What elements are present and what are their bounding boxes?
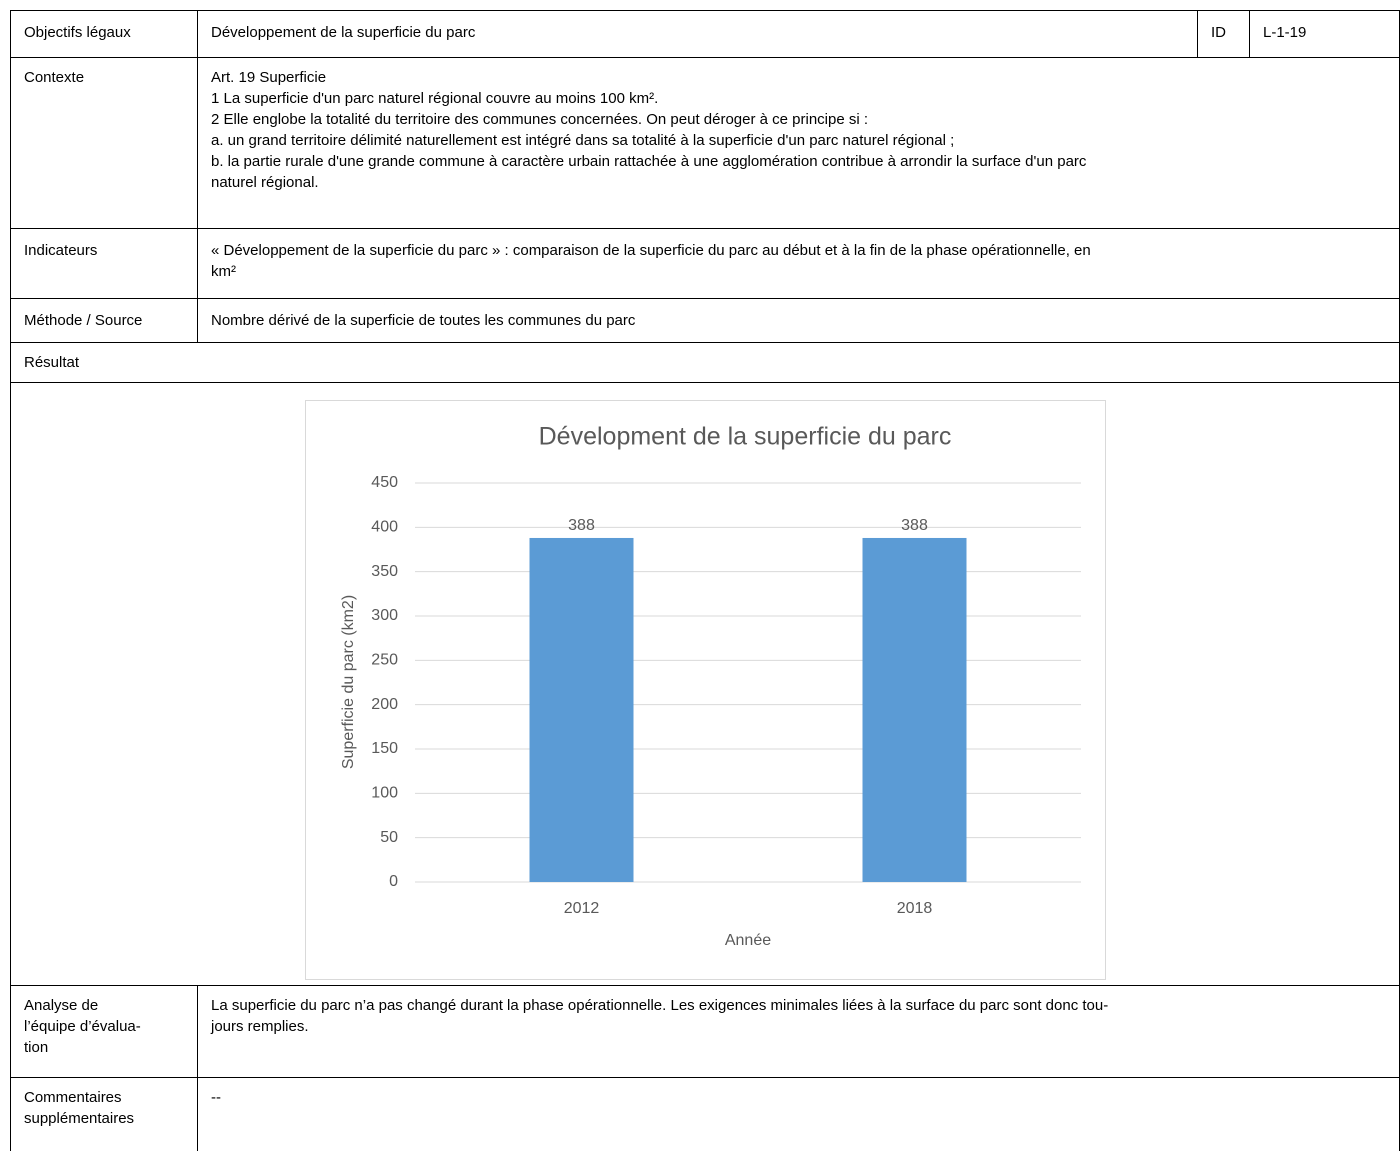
y-axis-label: Superficie du parc (km2) (340, 595, 357, 769)
text-line: -- (211, 1089, 221, 1106)
y-tick-label: 250 (371, 652, 398, 669)
text-line: naturel régional. (211, 174, 319, 191)
y-tick-label: 50 (380, 829, 398, 846)
cell: Analyse de l’équipe d’évalua-tion (10, 985, 198, 1078)
y-tick-label: 300 (371, 607, 398, 624)
cell: Commentaires supplémentaires (10, 1077, 198, 1151)
cell: La superficie du parc n’a pas changé dur… (197, 985, 1400, 1078)
x-tick-label: 2018 (897, 900, 933, 917)
bar (529, 537, 634, 882)
label: Indicateurs (24, 242, 98, 259)
cell: Indicateurs (10, 228, 198, 299)
cell: Art. 19 Superficie 1 La superficie d'un p… (197, 57, 1400, 229)
label: Résultat (24, 354, 80, 371)
text-line: « Développement de la superficie du parc… (211, 242, 1091, 259)
bar (862, 537, 967, 882)
cell: « Développement de la superficie du parc… (197, 228, 1400, 299)
id: L-1-19 (1263, 24, 1307, 41)
label: Contexte (24, 69, 85, 86)
cell: Développement de la superficie du parc (197, 10, 1198, 58)
text-line: jours remplies. (211, 1018, 309, 1035)
y-tick-label: 0 (389, 873, 398, 890)
cell: Contexte (10, 57, 198, 229)
cell: ID (1197, 10, 1250, 58)
text-line: supplémentaires (24, 1110, 135, 1127)
text-line: a. un grand territoire délimité naturell… (211, 132, 955, 149)
text-line: Commentaires (24, 1089, 122, 1106)
text-line: Analyse de (24, 997, 99, 1014)
y-tick-label: 100 (371, 785, 398, 802)
chart-title: Dévelopment de la superficie du parc (539, 423, 952, 451)
x-tick-label: 2012 (564, 900, 600, 917)
cell: L-1-19 (1249, 10, 1400, 58)
data-label: 388 (568, 517, 595, 534)
text-line: Art. 19 Superficie (211, 69, 327, 86)
y-tick-label: 350 (371, 563, 398, 580)
title: Développement de la superficie du parc (211, 24, 476, 41)
cell: Méthode / Source (10, 298, 198, 343)
y-tick-label: 150 (371, 740, 398, 757)
cell: Objectifs légaux (10, 10, 198, 58)
text-line: 2 Elle englobe la totalité du territoire… (211, 111, 869, 128)
text-line: b. la partie rurale d'une grande commune… (211, 153, 1087, 170)
data-label: 388 (901, 517, 928, 534)
cell: Résultat (10, 342, 1400, 383)
label: Objectifs légaux (24, 24, 131, 41)
x-axis-label: Année (725, 932, 771, 949)
label: ID (1211, 24, 1226, 41)
text-line: l’équipe d’évalua- (24, 1018, 141, 1035)
chart: Dévelopment de la superficie du parc Sup… (305, 400, 1106, 980)
cell: -- (197, 1077, 1400, 1151)
text-line: 1 La superficie d'un parc naturel région… (211, 90, 659, 107)
label: Méthode / Source (24, 312, 143, 329)
chart-frame (305, 400, 1106, 980)
y-tick-label: 200 (371, 696, 398, 713)
y-tick-label: 450 (371, 474, 398, 491)
y-tick-label: 400 (371, 519, 398, 536)
text-line: Nombre dérivé de la superficie de toutes… (211, 312, 636, 329)
cell: Nombre dérivé de la superficie de toutes… (197, 298, 1400, 343)
text-line: tion (24, 1039, 49, 1056)
text-line: La superficie du parc n’a pas changé dur… (211, 997, 1109, 1014)
text-line: km² (211, 263, 236, 280)
